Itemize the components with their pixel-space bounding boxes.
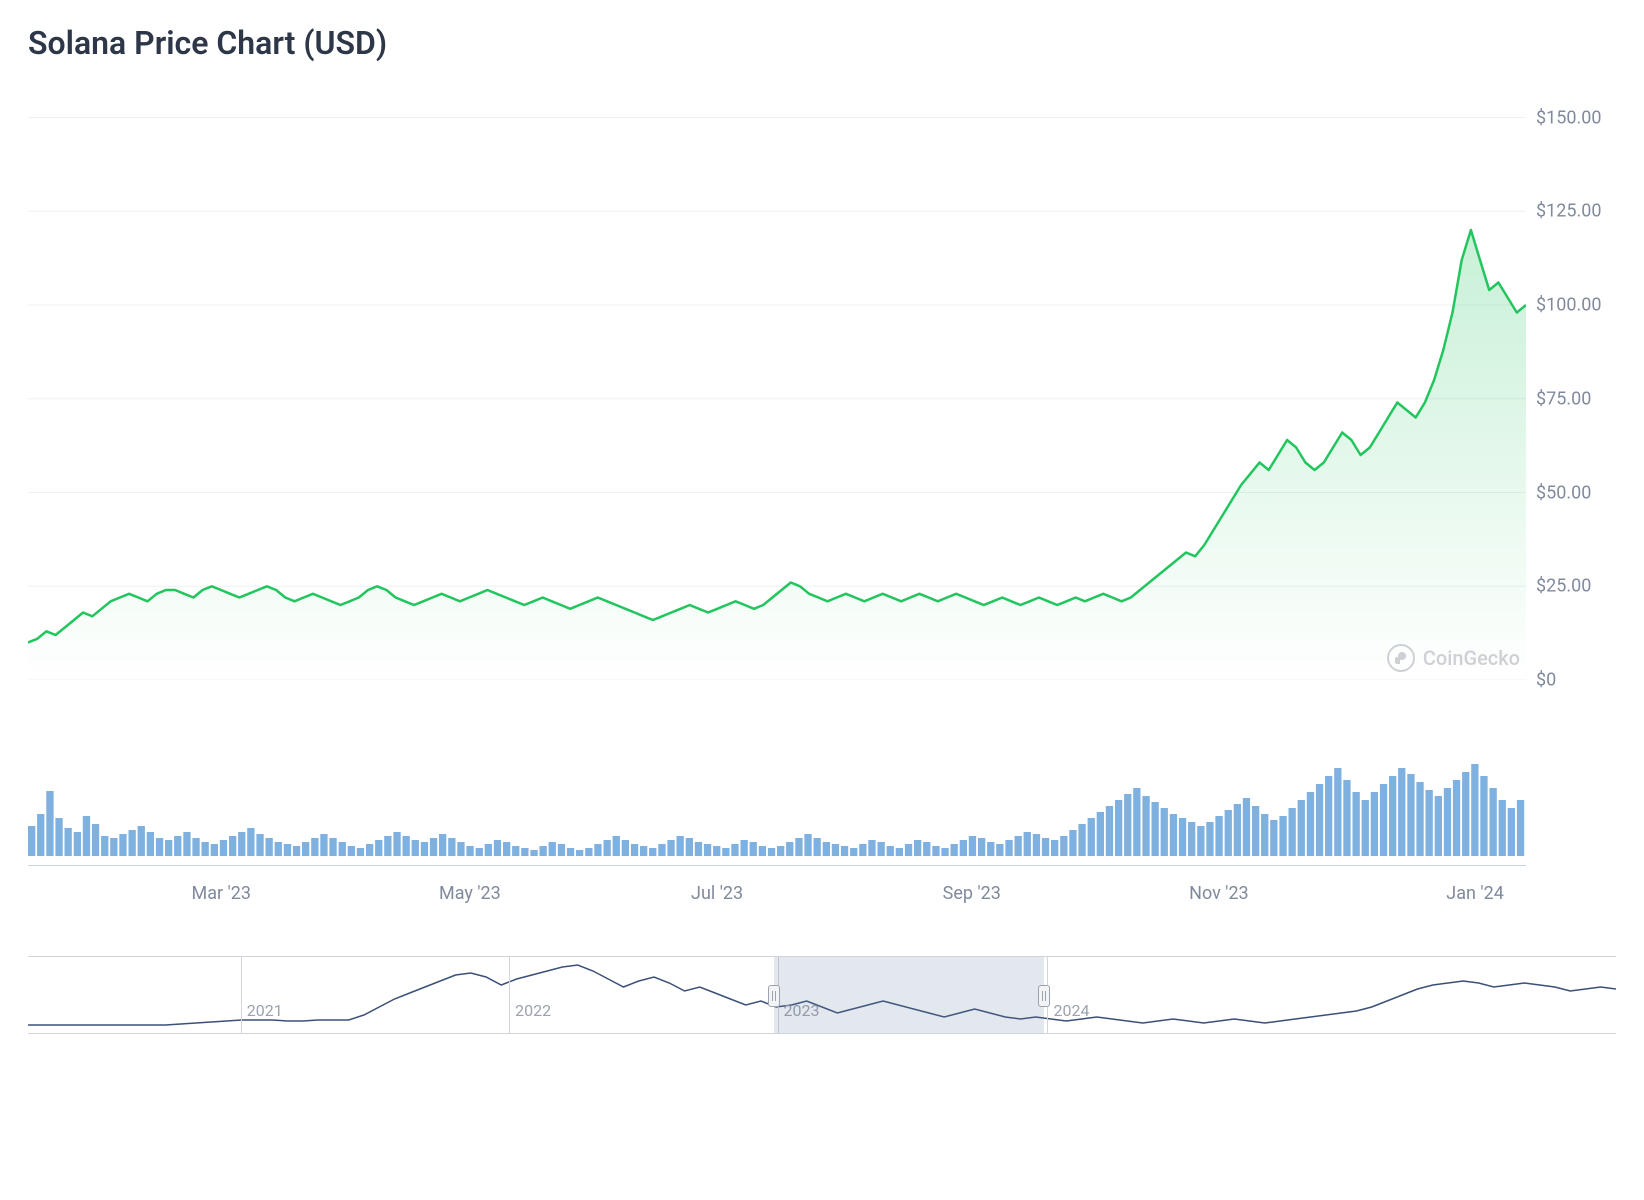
y-axis-label: $25.00 xyxy=(1536,576,1616,597)
x-axis-label: Mar '23 xyxy=(192,883,251,904)
x-axis-label: Jan '24 xyxy=(1446,883,1504,904)
volume-baseline xyxy=(28,865,1526,866)
x-axis-label: May '23 xyxy=(439,883,501,904)
volume-chart[interactable]: Mar '23May '23Jul '23Sep '23Nov '23Jan '… xyxy=(28,756,1616,866)
x-axis-label: Jul '23 xyxy=(691,883,743,904)
nav-handle-left[interactable] xyxy=(768,985,780,1007)
y-axis-label: $75.00 xyxy=(1536,388,1616,409)
nav-handle-right[interactable] xyxy=(1038,985,1050,1007)
price-chart[interactable]: CoinGecko $0$25.00$50.00$75.00$100.00$12… xyxy=(28,80,1616,700)
y-axis-label: $100.00 xyxy=(1536,295,1616,316)
page-title: Solana Price Chart (USD) xyxy=(28,24,1624,62)
nav-selection[interactable] xyxy=(774,957,1044,1033)
x-axis-label: Nov '23 xyxy=(1189,883,1249,904)
y-axis-label: $125.00 xyxy=(1536,201,1616,222)
y-axis-label: $150.00 xyxy=(1536,107,1616,128)
price-chart-svg xyxy=(28,80,1526,680)
y-axis-label: $50.00 xyxy=(1536,482,1616,503)
y-axis-label: $0 xyxy=(1536,670,1616,691)
range-navigator[interactable]: 2021202220232024 xyxy=(28,956,1616,1034)
volume-chart-svg xyxy=(28,756,1526,856)
x-axis-label: Sep '23 xyxy=(943,883,1001,904)
nav-year-tick xyxy=(509,957,510,1033)
nav-year-tick xyxy=(241,957,242,1033)
